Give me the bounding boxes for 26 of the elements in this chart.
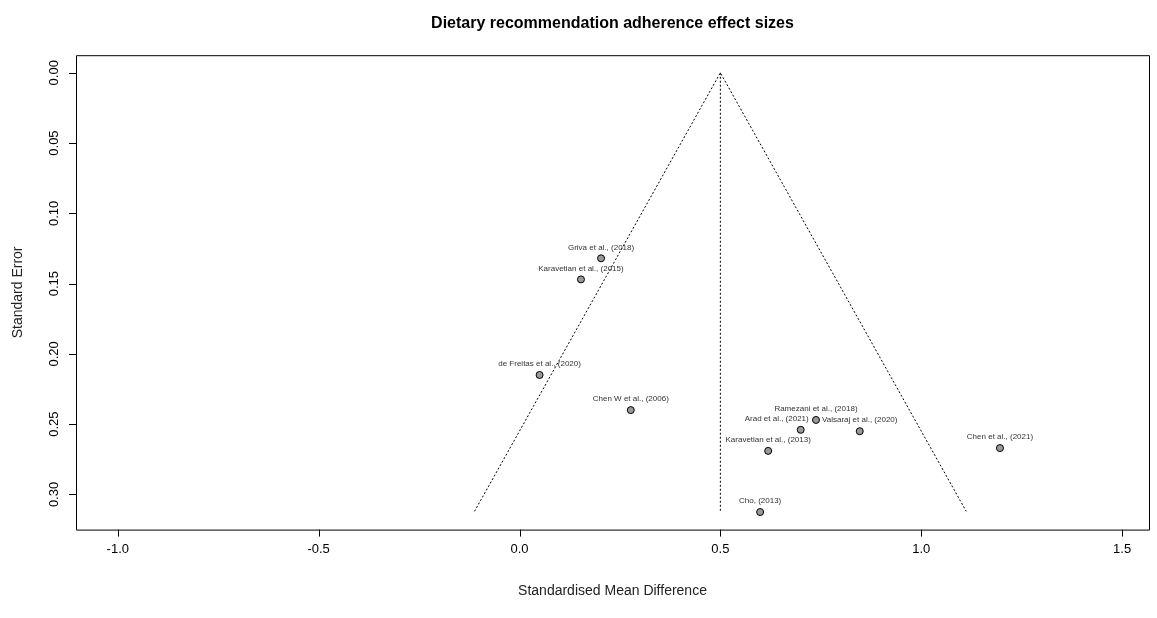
annotation: Ramezani et al., (2018) — [774, 404, 858, 414]
annotation: Griva et al., (2018) — [567, 242, 635, 252]
annotation: Arad et al., (2021) — [744, 414, 810, 423]
y-tick-label: 0.10 — [45, 200, 61, 226]
x-tick-label: 1.5 — [1113, 540, 1132, 556]
y-tick-label: 0.30 — [45, 481, 61, 508]
x-tick-label: -0.5 — [307, 540, 330, 556]
y-tick-label: 0.25 — [45, 411, 61, 437]
annotation: Chen et al., (2021) — [966, 432, 1034, 442]
x-tick-label: -1.0 — [106, 540, 129, 556]
x-tick-label: 0.0 — [510, 540, 529, 556]
annotation: Karavetian et al., (2013) — [725, 435, 812, 445]
y-tick-label: 0.20 — [45, 341, 61, 367]
y-tick-label: 0.05 — [45, 130, 61, 156]
annotation: Chen W et al., (2006) — [592, 394, 670, 404]
y-axis-title: Standard Error — [8, 246, 25, 339]
y-tick-label: 0.15 — [45, 270, 61, 297]
x-axis-title: Standardised Mean Difference — [518, 582, 708, 599]
y-tick-label: 0.00 — [45, 60, 61, 86]
annotation: Karavetian et al., (2015) — [538, 263, 624, 273]
annotation: Cho, (2013) — [739, 496, 782, 506]
annotation: Valsaraj et al., (2020) — [822, 415, 898, 425]
x-tick-label: 0.5 — [711, 540, 730, 556]
annotation: de Freitas et al., (2020) — [498, 359, 582, 369]
chart-title: Dietary recommendation adherence effect sizes — [431, 14, 794, 32]
x-tick-label: 1.0 — [912, 540, 931, 556]
